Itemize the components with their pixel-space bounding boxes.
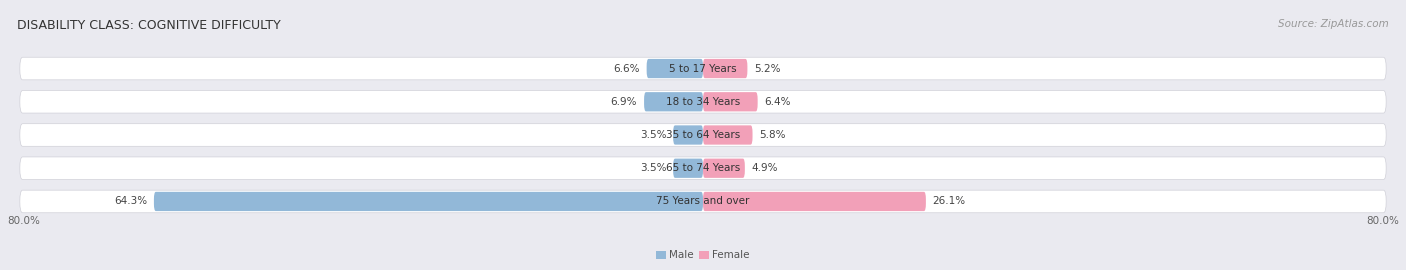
FancyBboxPatch shape: [703, 92, 758, 112]
Text: Source: ZipAtlas.com: Source: ZipAtlas.com: [1278, 19, 1389, 29]
FancyBboxPatch shape: [703, 125, 752, 145]
Text: 5.2%: 5.2%: [754, 63, 780, 73]
FancyBboxPatch shape: [20, 90, 1386, 113]
Text: 18 to 34 Years: 18 to 34 Years: [666, 97, 740, 107]
FancyBboxPatch shape: [644, 92, 703, 112]
Text: 3.5%: 3.5%: [640, 163, 666, 173]
FancyBboxPatch shape: [153, 192, 703, 211]
FancyBboxPatch shape: [673, 125, 703, 145]
Text: 35 to 64 Years: 35 to 64 Years: [666, 130, 740, 140]
Text: 6.4%: 6.4%: [765, 97, 792, 107]
Text: DISABILITY CLASS: COGNITIVE DIFFICULTY: DISABILITY CLASS: COGNITIVE DIFFICULTY: [17, 19, 281, 32]
Text: 4.9%: 4.9%: [752, 163, 778, 173]
Text: 80.0%: 80.0%: [1367, 216, 1399, 226]
Text: 6.6%: 6.6%: [613, 63, 640, 73]
FancyBboxPatch shape: [703, 59, 748, 78]
FancyBboxPatch shape: [20, 157, 1386, 180]
Legend: Male, Female: Male, Female: [652, 246, 754, 265]
Text: 75 Years and over: 75 Years and over: [657, 197, 749, 207]
FancyBboxPatch shape: [703, 158, 745, 178]
FancyBboxPatch shape: [20, 57, 1386, 80]
Text: 80.0%: 80.0%: [7, 216, 39, 226]
Text: 5.8%: 5.8%: [759, 130, 786, 140]
Text: 64.3%: 64.3%: [114, 197, 148, 207]
Text: 5 to 17 Years: 5 to 17 Years: [669, 63, 737, 73]
FancyBboxPatch shape: [20, 190, 1386, 213]
FancyBboxPatch shape: [647, 59, 703, 78]
Text: 26.1%: 26.1%: [932, 197, 966, 207]
Text: 65 to 74 Years: 65 to 74 Years: [666, 163, 740, 173]
FancyBboxPatch shape: [20, 124, 1386, 146]
Text: 3.5%: 3.5%: [640, 130, 666, 140]
Text: 6.9%: 6.9%: [610, 97, 637, 107]
FancyBboxPatch shape: [673, 158, 703, 178]
FancyBboxPatch shape: [703, 192, 927, 211]
